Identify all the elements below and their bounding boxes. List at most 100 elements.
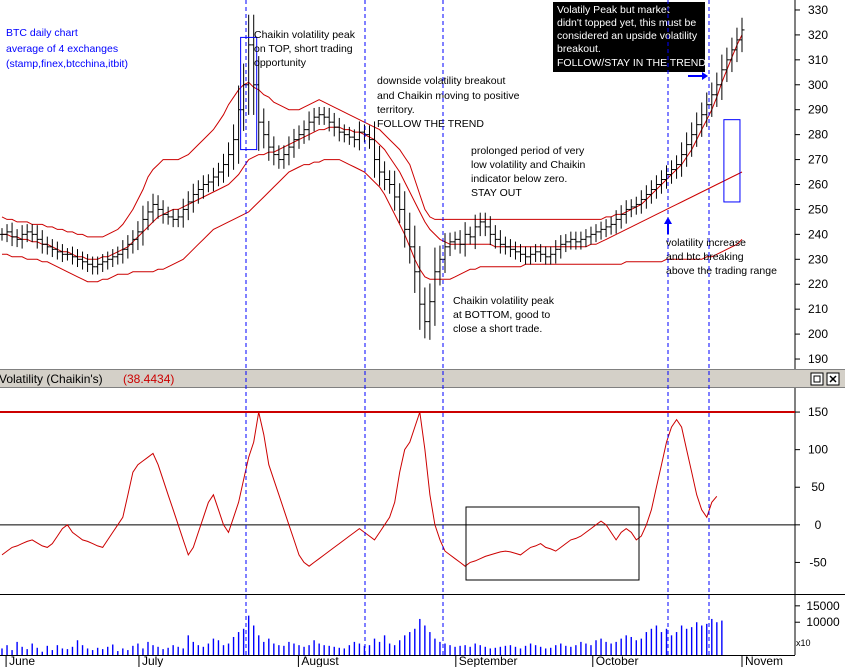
price-bar <box>341 124 347 143</box>
svg-text:on TOP, short trading: on TOP, short trading <box>254 43 353 55</box>
chart-title: BTC daily chart <box>6 27 78 39</box>
indicator-highlight-box <box>465 506 640 581</box>
price-bar <box>64 248 70 261</box>
time-tick-label: August <box>301 654 339 667</box>
price-bar <box>633 196 639 215</box>
price-bar <box>427 283 433 340</box>
arrow-right-icon <box>688 72 708 80</box>
price-bar <box>80 251 86 270</box>
price-bar <box>145 201 151 231</box>
price-bar <box>311 107 317 132</box>
price-bar <box>628 199 634 218</box>
price-bar <box>588 226 594 245</box>
price-bar <box>100 254 106 273</box>
price-bar <box>155 195 161 219</box>
price-bar <box>115 246 121 265</box>
time-tick-label: September <box>459 654 518 667</box>
price-bar <box>346 126 352 145</box>
price-bar <box>351 129 357 148</box>
price-bar <box>49 239 55 258</box>
indicator-title: Volatility (Chaikin's) <box>0 372 103 386</box>
price-bar <box>160 200 166 224</box>
price-tick-label: 190 <box>808 352 828 366</box>
svg-text:at BOTTOM, good to: at BOTTOM, good to <box>453 309 550 321</box>
price-bar <box>512 241 518 260</box>
svg-text:opportunity: opportunity <box>254 57 307 69</box>
price-bar <box>271 136 277 166</box>
price-bar <box>709 82 715 117</box>
svg-text:above the trading range: above the trading range <box>666 265 777 277</box>
price-bar <box>170 209 176 228</box>
price-bar <box>603 219 609 238</box>
volume-bars <box>1 615 723 655</box>
svg-text:FOLLOW/STAY IN THE TREND: FOLLOW/STAY IN THE TREND <box>557 57 706 69</box>
annotation-downside-breakout: downside volatility breakout and Chaikin… <box>377 75 520 130</box>
price-bar <box>135 221 141 251</box>
svg-text:breakout.: breakout. <box>557 43 601 55</box>
price-bar <box>44 236 50 255</box>
price-bar <box>120 240 126 264</box>
price-highlight-box <box>240 36 258 151</box>
price-tick-label: 250 <box>808 202 828 216</box>
price-bar <box>507 239 513 258</box>
price-bar <box>729 37 735 73</box>
chart-subtitle-1: average of 4 exchanges <box>6 43 118 55</box>
svg-text:territory.: territory. <box>377 104 415 116</box>
price-bar <box>533 244 539 263</box>
svg-text:downside volatility breakout: downside volatility breakout <box>377 75 505 87</box>
indicator-axis: -50 0 50 100 150 <box>795 405 828 569</box>
price-bar <box>261 108 267 149</box>
price-bar <box>150 193 156 223</box>
price-bar <box>180 198 186 228</box>
volume-panel: 10000 15000 x10 <box>1 595 840 655</box>
price-tick-label: 300 <box>808 78 828 92</box>
close-button[interactable] <box>826 372 840 386</box>
price-bar <box>482 212 488 237</box>
price-bar <box>467 226 473 245</box>
price-bar <box>105 251 111 270</box>
price-bar <box>185 191 191 221</box>
price-bar <box>558 235 564 259</box>
price-tick-label: 200 <box>808 327 828 341</box>
price-bar <box>331 112 337 137</box>
price-bar <box>130 230 136 254</box>
price-bar <box>598 221 604 240</box>
price-highlight-box <box>723 119 741 203</box>
price-bar <box>699 102 705 137</box>
price-tick-label: 230 <box>808 252 828 266</box>
price-bar <box>739 17 745 53</box>
volume-multiplier: x10 <box>796 638 811 648</box>
svg-text:didn't topped yet, this must b: didn't topped yet, this must be <box>557 17 696 29</box>
price-bar <box>528 246 534 265</box>
price-bar <box>724 47 730 83</box>
svg-text:Volatily Peak but market: Volatily Peak but market <box>557 4 670 16</box>
band-middle <box>2 126 743 260</box>
price-bar <box>618 205 624 229</box>
price-bar <box>251 14 257 115</box>
time-axis: June July August September October Novem <box>0 654 795 667</box>
price-bar <box>477 212 483 237</box>
price-bar <box>452 231 458 250</box>
price-bars <box>0 14 745 340</box>
price-bar <box>85 254 91 273</box>
price-bar <box>75 249 81 268</box>
price-tick-label: 310 <box>808 53 828 67</box>
price-bar <box>412 225 418 293</box>
price-panel: 190 200 210 220 230 240 250 260 270 280 290 300 310 3… <box>0 0 828 369</box>
svg-text:low volatility and Chaikin: low volatility and Chaikin <box>471 159 586 171</box>
price-bar <box>29 224 35 243</box>
price-bar <box>543 246 549 265</box>
price-bar <box>638 190 644 214</box>
price-bar <box>462 222 468 257</box>
price-tick-label: 320 <box>808 28 828 42</box>
price-bar <box>593 224 599 243</box>
maximize-button[interactable] <box>810 372 824 386</box>
price-bar <box>497 230 503 254</box>
price-bar <box>613 210 619 234</box>
price-bar <box>205 174 211 193</box>
price-bar <box>366 125 372 149</box>
indicator-tick-label: 0 <box>815 518 822 532</box>
price-bar <box>679 142 685 177</box>
svg-text:Chaikin volatility peak: Chaikin volatility peak <box>254 29 356 41</box>
